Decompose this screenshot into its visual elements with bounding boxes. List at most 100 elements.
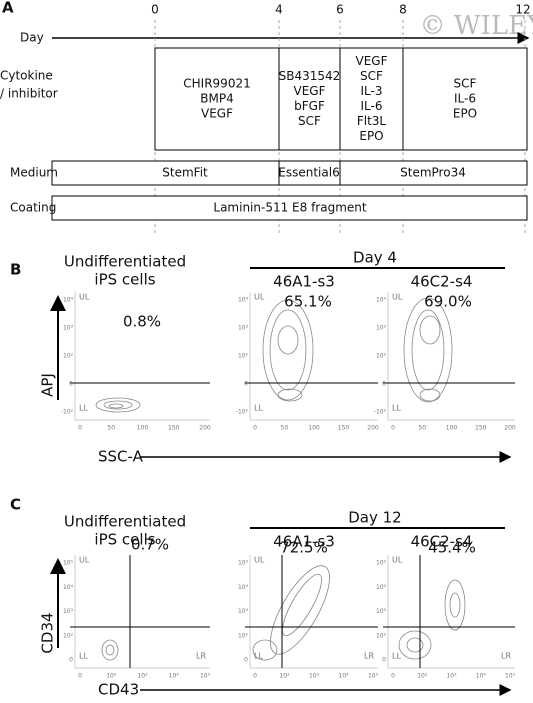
cytokine: SCF — [298, 114, 321, 128]
x-tick-label: 10⁵ — [368, 673, 379, 680]
quadrant-label: LL — [79, 652, 88, 661]
y-tick-label: 10³ — [238, 325, 249, 332]
medium: StemPro34 — [400, 166, 466, 180]
x-tick-label: 0 — [78, 673, 82, 680]
y-tick-label: 10⁵ — [376, 560, 387, 567]
percent: 0.8% — [123, 313, 161, 331]
cytokine: EPO — [359, 129, 383, 143]
y-axis-title: CD34 — [39, 612, 57, 653]
x-tick-label: 100 — [446, 425, 458, 432]
cytokine: IL-3 — [361, 84, 383, 98]
group-label: Day 4 — [353, 249, 397, 267]
x-tick-label: 10⁵ — [200, 673, 211, 680]
row-label: / inhibitor — [0, 87, 58, 101]
x-tick-label: 0 — [253, 425, 257, 432]
y-tick-label: 10² — [238, 353, 249, 360]
plot-title: Undifferentiated — [64, 513, 186, 531]
row-box — [51, 195, 528, 221]
x-tick-label: 10⁴ — [169, 673, 180, 680]
watermark: © WILEY — [420, 11, 533, 41]
quadrant-label: UL — [79, 556, 90, 565]
plot-title: iPS cells — [94, 531, 155, 549]
quadrant-label: LR — [501, 652, 511, 661]
plot-title: 46C2-s4 — [411, 273, 473, 291]
quadrant-label: UL — [392, 556, 403, 565]
group-label: Day 12 — [348, 509, 401, 527]
x-tick-label: 0 — [391, 673, 395, 680]
quadrant-label: UL — [392, 293, 403, 302]
row-box — [51, 160, 528, 186]
x-tick-label: 150 — [168, 425, 180, 432]
coating: Laminin-511 E8 fragment — [213, 201, 366, 215]
y-tick-label: 10⁵ — [63, 560, 74, 567]
quadrant-label: LR — [364, 652, 374, 661]
y-tick-label: 10⁴ — [376, 584, 387, 591]
quadrant-label: LL — [392, 652, 401, 661]
day-tick: 12 — [515, 3, 530, 17]
y-tick-label: 10⁵ — [238, 560, 249, 567]
x-tick-label: 200 — [367, 425, 379, 432]
plot-title: 46A1-s3 — [273, 533, 335, 551]
x-tick-label: 10² — [106, 673, 117, 680]
cytokine: SCF — [454, 77, 477, 91]
percent: 65.1% — [284, 293, 332, 311]
cytokine: Flt3L — [357, 114, 387, 128]
quadrant-label: LL — [392, 404, 401, 413]
quadrant-label: LL — [254, 652, 263, 661]
y-tick-label: 10⁴ — [376, 297, 387, 304]
y-tick-label: 10² — [63, 353, 74, 360]
day-tick: 0 — [151, 3, 159, 17]
cytokine: SCF — [360, 69, 383, 83]
panel-label: A — [2, 0, 14, 17]
y-tick-label: 10⁴ — [238, 297, 249, 304]
y-tick-label: 10² — [238, 632, 249, 639]
plot-title: 46C2-s4 — [411, 533, 473, 551]
y-tick-label: 0 — [244, 657, 248, 664]
y-tick-label: 10³ — [63, 325, 74, 332]
y-tick-label: 10⁴ — [63, 297, 74, 304]
x-tick-label: 150 — [338, 425, 350, 432]
cytokine: EPO — [453, 107, 477, 121]
percent: 45.4% — [428, 539, 476, 557]
row-label: Cytokine — [0, 69, 53, 83]
quadrant-label: LL — [79, 404, 88, 413]
y-tick-label: 10³ — [63, 608, 74, 615]
day-tick: 4 — [275, 3, 283, 17]
panel-label: B — [10, 261, 21, 279]
plot-title: Undifferentiated — [64, 253, 186, 271]
x-tick-label: 10³ — [446, 673, 457, 680]
x-tick-label: 200 — [504, 425, 516, 432]
medium: Essential6 — [278, 166, 339, 180]
cytokine: VEGF — [201, 107, 233, 121]
row-box — [154, 47, 528, 151]
x-tick-label: 50 — [107, 425, 115, 432]
x-tick-label: 10³ — [309, 673, 320, 680]
y-tick-label: 0 — [382, 381, 386, 388]
cytokine: bFGF — [294, 99, 325, 113]
y-tick-label: 0 — [382, 657, 386, 664]
percent: 69.0% — [424, 293, 472, 311]
cytokine: BMP4 — [200, 92, 233, 106]
y-tick-label: 10⁴ — [238, 584, 249, 591]
x-tick-label: 100 — [308, 425, 320, 432]
x-tick-label: 150 — [475, 425, 487, 432]
x-tick-label: 0 — [391, 425, 395, 432]
medium: StemFit — [162, 166, 208, 180]
quadrant-label: UL — [254, 293, 265, 302]
quadrant-label: LL — [254, 404, 263, 413]
y-tick-label: 10² — [63, 632, 74, 639]
x-tick-label: 10⁵ — [505, 673, 516, 680]
y-tick-label: 10³ — [376, 325, 387, 332]
panel-label: C — [10, 496, 21, 514]
x-tick-label: 50 — [281, 425, 289, 432]
cytokine: VEGF — [356, 54, 388, 68]
plot-title: iPS cells — [94, 271, 155, 289]
x-tick-label: 0 — [253, 673, 257, 680]
x-tick-label: 10² — [279, 673, 290, 680]
x-axis-title: CD43 — [98, 681, 139, 699]
x-tick-label: 200 — [199, 425, 211, 432]
y-tick-label: 0 — [69, 381, 73, 388]
x-tick-label: 10⁴ — [476, 673, 487, 680]
row-label: Medium — [10, 166, 58, 180]
